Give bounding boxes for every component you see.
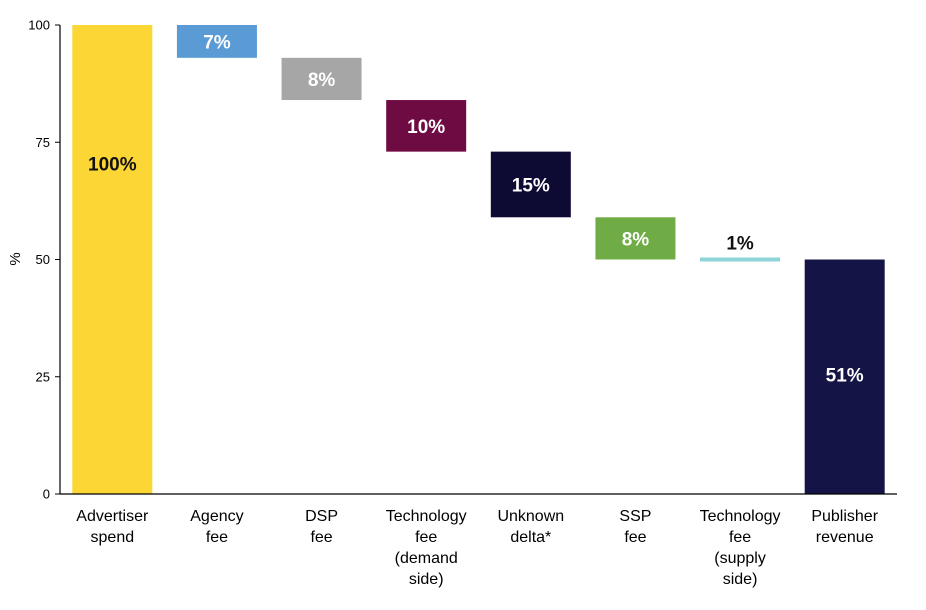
x-category-label-line: fee xyxy=(206,529,228,546)
x-category-label-line: Advertiser xyxy=(76,508,149,525)
x-category-label-line: Unknown xyxy=(497,508,564,525)
x-category-label-line: (demand xyxy=(395,550,458,567)
x-category-label-line: DSP xyxy=(305,508,338,525)
bar xyxy=(595,217,676,260)
x-category-label-line: side) xyxy=(409,571,444,588)
x-category-label: Technology fee (supply side) xyxy=(700,508,781,588)
x-category-label: Technology fee (demand side) xyxy=(386,508,467,588)
x-category-label-line: fee xyxy=(729,529,751,546)
y-tick-label: 75 xyxy=(36,135,50,150)
x-category-label-line: fee xyxy=(624,529,646,546)
x-category-label: Agency fee xyxy=(190,508,243,546)
x-category-label: Advertiser spend xyxy=(76,508,149,546)
bar-value-label: 100% xyxy=(88,154,137,175)
bar xyxy=(804,259,885,494)
bars-layer: 100% 7% 8% 10% 15% 8% 1% 51% xyxy=(72,25,885,494)
bar-value-label: 8% xyxy=(308,70,336,91)
bar-value-label: 51% xyxy=(826,365,864,386)
x-category-label-line: SSP xyxy=(619,508,651,525)
x-category-label-line: Agency xyxy=(190,508,243,525)
bar xyxy=(700,257,781,262)
y-tick-label: 50 xyxy=(36,252,50,267)
bar xyxy=(72,25,153,494)
y-tick-label: 0 xyxy=(43,487,50,502)
bar-value-label: 10% xyxy=(407,117,445,138)
x-category-label: Publisher revenue xyxy=(811,508,878,546)
x-category-label-line: fee xyxy=(415,529,437,546)
x-category-label-line: (supply xyxy=(714,550,766,567)
x-category-label: DSP fee xyxy=(305,508,338,546)
bar-value-label: 8% xyxy=(622,229,650,250)
x-category-label-line: Technology xyxy=(700,508,781,525)
x-category-label-line: side) xyxy=(723,571,758,588)
x-category-label-line: fee xyxy=(310,529,332,546)
y-axis-title: % xyxy=(7,252,24,265)
bar xyxy=(490,151,571,218)
x-category-label-line: spend xyxy=(91,529,135,546)
bar xyxy=(176,25,257,58)
bar xyxy=(281,57,362,101)
x-category-label-line: Publisher xyxy=(811,508,878,525)
bar-value-label: 7% xyxy=(203,32,231,53)
x-category-label: SSP fee xyxy=(619,508,651,546)
x-category-label-line: revenue xyxy=(816,529,874,546)
x-category-label: Unknown delta* xyxy=(497,508,564,546)
y-tick-label: 100 xyxy=(28,18,50,33)
y-tick-label: 25 xyxy=(36,369,50,384)
y-ticks: 0 25 50 75 100 xyxy=(28,18,60,502)
bar xyxy=(386,100,467,152)
x-category-label-line: Technology xyxy=(386,508,467,525)
bar-value-label: 15% xyxy=(512,175,550,196)
bar-value-label: 1% xyxy=(726,234,754,255)
x-category-label-line: delta* xyxy=(510,529,551,546)
